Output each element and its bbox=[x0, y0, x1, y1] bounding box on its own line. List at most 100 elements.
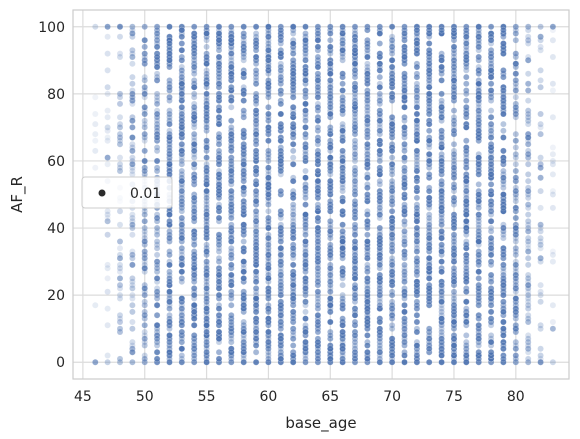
scatter-point bbox=[116, 167, 124, 175]
scatter-point bbox=[92, 301, 99, 309]
scatter-point bbox=[327, 167, 334, 175]
scatter-point bbox=[351, 93, 359, 101]
scatter-point bbox=[203, 104, 210, 111]
scatter-point bbox=[153, 30, 161, 37]
scatter-point bbox=[129, 100, 136, 108]
scatter-point bbox=[289, 40, 297, 47]
scatter-point bbox=[240, 258, 247, 265]
scatter-point bbox=[141, 134, 148, 141]
scatter-point bbox=[141, 251, 148, 259]
scatter-point bbox=[327, 30, 334, 37]
scatter-point bbox=[141, 248, 148, 255]
scatter-point bbox=[487, 161, 495, 168]
scatter-point bbox=[327, 97, 334, 104]
scatter-point bbox=[153, 312, 161, 319]
scatter-point bbox=[351, 191, 359, 198]
scatter-point bbox=[265, 241, 272, 249]
scatter-point bbox=[141, 147, 148, 155]
scatter-point bbox=[289, 342, 297, 349]
scatter-point bbox=[141, 352, 148, 359]
scatter-point bbox=[487, 23, 495, 31]
scatter-point bbox=[153, 348, 161, 356]
scatter-point bbox=[153, 278, 161, 285]
scatter-point bbox=[153, 332, 161, 339]
scatter-point bbox=[339, 26, 346, 34]
scatter-point bbox=[500, 134, 507, 141]
scatter-point bbox=[203, 90, 210, 98]
scatter-point bbox=[228, 231, 235, 239]
scatter-point bbox=[401, 221, 408, 228]
scatter-point bbox=[277, 73, 285, 81]
scatter-point bbox=[463, 63, 470, 71]
scatter-point bbox=[104, 265, 111, 272]
scatter-point bbox=[141, 157, 148, 165]
scatter-point bbox=[178, 268, 186, 275]
scatter-point bbox=[327, 197, 334, 205]
scatter-point bbox=[129, 345, 136, 353]
scatter-point bbox=[450, 181, 458, 188]
scatter-point bbox=[252, 285, 260, 292]
scatter-point bbox=[364, 268, 371, 275]
scatter-point bbox=[289, 47, 297, 54]
scatter-point bbox=[215, 305, 223, 312]
scatter-point bbox=[413, 50, 421, 57]
scatter-point bbox=[475, 93, 482, 101]
scatter-point bbox=[277, 315, 285, 322]
scatter-point bbox=[215, 278, 223, 285]
scatter-point bbox=[265, 137, 272, 145]
scatter-point bbox=[141, 218, 148, 225]
scatter-point bbox=[265, 110, 272, 118]
scatter-point bbox=[463, 161, 470, 168]
scatter-point bbox=[153, 157, 161, 165]
scatter-point bbox=[289, 83, 297, 91]
scatter-point bbox=[314, 214, 322, 222]
scatter-point bbox=[450, 271, 458, 279]
scatter-point bbox=[463, 80, 470, 88]
scatter-point bbox=[153, 77, 161, 84]
scatter-point bbox=[425, 26, 433, 34]
scatter-point bbox=[302, 322, 309, 329]
scatter-point bbox=[401, 77, 408, 84]
scatter-point bbox=[129, 325, 136, 332]
scatter-point bbox=[228, 238, 235, 245]
scatter-point bbox=[116, 318, 124, 326]
scatter-point bbox=[240, 275, 247, 282]
scatter-point bbox=[252, 315, 260, 322]
scatter-point bbox=[141, 241, 148, 249]
scatter-point bbox=[252, 228, 260, 235]
scatter-point bbox=[425, 110, 433, 118]
scatter-point bbox=[153, 251, 161, 259]
scatter-point bbox=[141, 57, 148, 64]
scatter-point bbox=[141, 285, 148, 292]
scatter-point bbox=[240, 171, 247, 178]
scatter-point bbox=[116, 120, 124, 128]
scatter-point bbox=[252, 43, 260, 51]
scatter-point bbox=[425, 53, 433, 61]
scatter-point bbox=[141, 338, 148, 346]
scatter-point bbox=[190, 214, 198, 222]
scatter-point bbox=[463, 224, 470, 232]
scatter-point bbox=[141, 332, 148, 339]
scatter-point bbox=[463, 26, 470, 34]
scatter-point bbox=[302, 191, 309, 198]
scatter-point bbox=[166, 97, 173, 104]
scatter-point bbox=[425, 214, 433, 222]
scatter-point bbox=[339, 107, 346, 114]
scatter-point bbox=[141, 36, 148, 44]
scatter-point bbox=[153, 355, 161, 363]
scatter-point bbox=[178, 90, 186, 98]
scatter-point bbox=[388, 130, 396, 138]
scatter-point bbox=[413, 161, 421, 168]
scatter-point bbox=[153, 50, 161, 57]
scatter-point bbox=[463, 53, 470, 61]
scatter-point bbox=[190, 231, 198, 239]
scatter-point bbox=[166, 298, 173, 306]
scatter-point bbox=[376, 325, 384, 332]
scatter-point bbox=[104, 124, 111, 131]
scatter-point bbox=[450, 70, 458, 77]
scatter-point bbox=[388, 345, 396, 353]
scatter-point bbox=[339, 328, 346, 336]
scatter-point bbox=[153, 322, 161, 329]
scatter-point bbox=[450, 43, 458, 51]
scatter-point bbox=[141, 258, 148, 265]
